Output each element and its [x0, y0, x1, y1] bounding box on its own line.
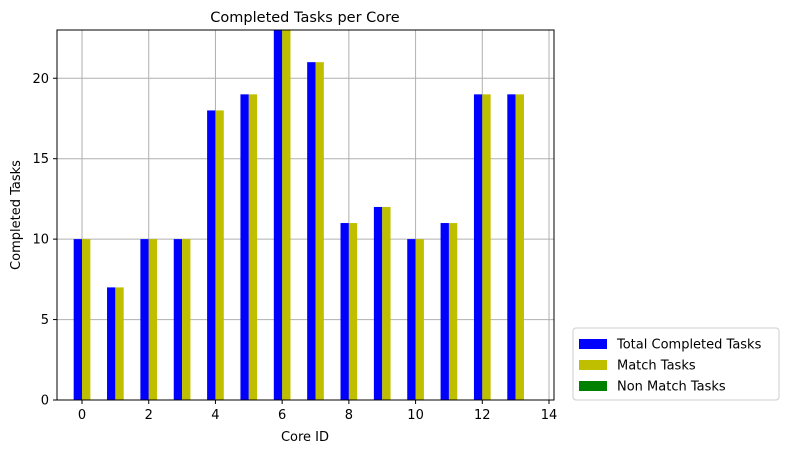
- y-ticks: 0 5 10 15 20: [32, 72, 57, 409]
- bar-match-tasks: [248, 94, 258, 400]
- bar-total-completed-tasks: [440, 223, 449, 400]
- bar-match-tasks: [148, 239, 158, 400]
- x-tick-label: 10: [407, 408, 424, 423]
- bar-match-tasks: [82, 239, 91, 400]
- y-tick-label: 10: [32, 233, 49, 248]
- y-tick-label: 0: [41, 394, 49, 409]
- y-tick-label: 20: [32, 72, 49, 87]
- bar-total-completed-tasks: [307, 62, 316, 400]
- y-tick-label: 15: [32, 152, 49, 167]
- bar-match-tasks: [415, 239, 424, 400]
- y-axis-label: Completed Tasks: [9, 160, 24, 270]
- bar-total-completed-tasks: [507, 94, 516, 400]
- chart-title: Completed Tasks per Core: [210, 10, 399, 26]
- bar-total-completed-tasks: [140, 239, 149, 400]
- bar-match-tasks: [515, 94, 524, 400]
- bars: [73, 30, 524, 400]
- x-tick-label: 14: [541, 408, 558, 423]
- bar-match-tasks: [315, 62, 324, 400]
- bar-total-completed-tasks: [373, 206, 383, 400]
- x-tick-label: 12: [474, 408, 491, 423]
- x-ticks: 0 2 4 6 8 10 12 14: [78, 400, 557, 423]
- x-axis-label: Core ID: [281, 430, 329, 445]
- bar-total-completed-tasks: [107, 287, 116, 400]
- legend-swatch: [579, 381, 607, 391]
- bar-match-tasks: [115, 287, 124, 400]
- x-tick-label: 2: [145, 408, 153, 423]
- bar-match-tasks: [182, 239, 191, 400]
- legend: Total Completed Tasks Match Tasks Non Matc…: [572, 327, 780, 401]
- bar-total-completed-tasks: [73, 239, 83, 400]
- bar-match-tasks: [448, 223, 458, 400]
- bar-total-completed-tasks: [240, 94, 249, 400]
- x-tick-label: 4: [211, 408, 219, 423]
- bar-total-completed-tasks: [273, 30, 283, 400]
- grid: [57, 30, 554, 401]
- legend-box: [572, 327, 780, 401]
- plot-frame: [56, 29, 555, 401]
- bar-total-completed-tasks: [340, 223, 349, 400]
- bar-total-completed-tasks: [473, 94, 483, 400]
- bar-total-completed-tasks: [207, 110, 216, 400]
- bar-total-completed-tasks: [407, 239, 416, 400]
- bar-match-tasks: [282, 30, 291, 400]
- legend-label: Total Completed Tasks: [616, 338, 762, 353]
- legend-label: Match Tasks: [617, 359, 696, 374]
- bar-match-tasks: [382, 206, 391, 400]
- legend-label: Non Match Tasks: [617, 380, 726, 395]
- x-tick-label: 8: [345, 408, 353, 423]
- bar-total-completed-tasks: [173, 239, 183, 400]
- bar-match-tasks: [348, 223, 358, 400]
- legend-swatch: [579, 339, 607, 349]
- y-tick-label: 5: [41, 313, 49, 328]
- bar-match-tasks: [215, 110, 224, 400]
- bar-match-tasks: [482, 94, 491, 400]
- legend-swatch: [579, 360, 607, 370]
- x-tick-label: 6: [278, 408, 286, 423]
- x-tick-label: 0: [78, 408, 86, 423]
